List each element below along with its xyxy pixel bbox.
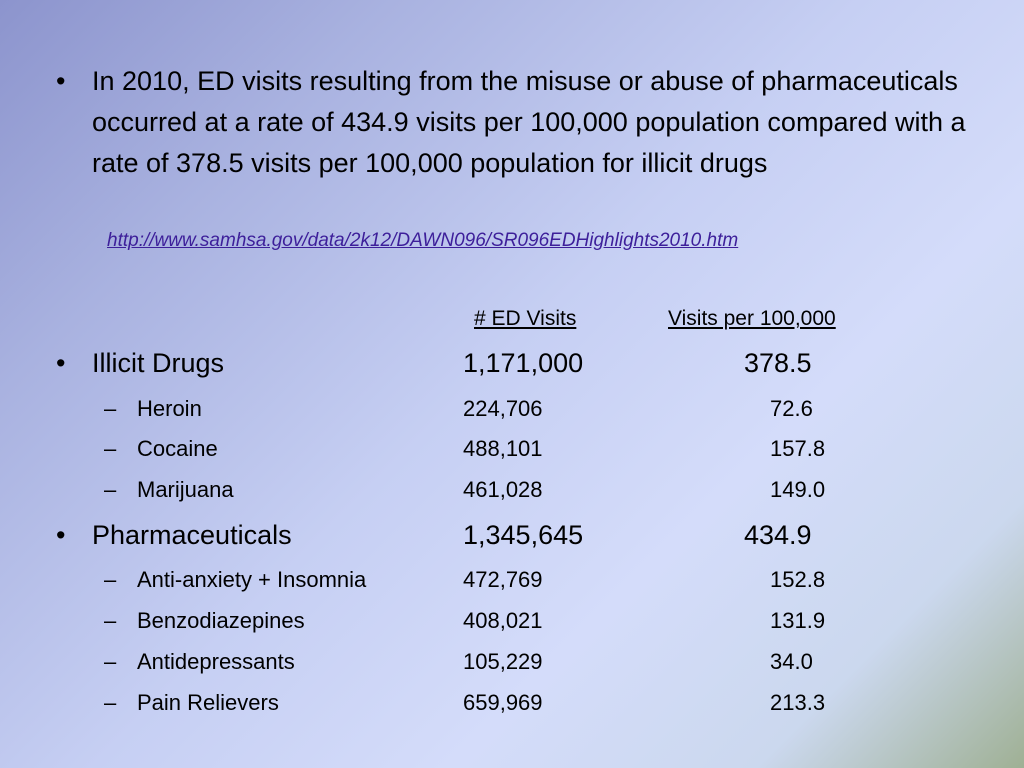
dash-marker: – — [104, 608, 117, 633]
dash-marker: – — [104, 436, 117, 461]
table-row: – Anti-anxiety + Insomnia 472,769 152.8 — [0, 567, 1024, 597]
dash-marker: – — [104, 690, 117, 715]
drug-visits: 472,769 — [463, 567, 543, 592]
column-header-ed-visits: # ED Visits — [474, 307, 577, 330]
group-visits: 1,171,000 — [463, 348, 584, 378]
drug-rate: 72.6 — [770, 396, 813, 421]
intro-paragraph: In 2010, ED visits resulting from the mi… — [92, 66, 966, 178]
table-row: – Antidepressants 105,229 34.0 — [0, 649, 1024, 679]
drug-rate: 157.8 — [770, 436, 826, 461]
group-label: Pharmaceuticals — [92, 520, 292, 550]
table-row: – Benzodiazepines 408,021 131.9 — [0, 608, 1024, 638]
source-link[interactable]: http://www.samhsa.gov/data/2k12/DAWN096/… — [107, 230, 739, 251]
drug-rate: 213.3 — [770, 690, 826, 715]
group-rate: 378.5 — [744, 348, 812, 378]
drug-rate: 149.0 — [770, 477, 826, 502]
dash-marker: – — [104, 649, 117, 674]
drug-label: Antidepressants — [137, 649, 295, 674]
drug-visits: 488,101 — [463, 436, 543, 461]
drug-label: Cocaine — [137, 436, 218, 461]
dash-marker: – — [104, 396, 117, 421]
drug-rate: 131.9 — [770, 608, 826, 633]
dash-marker: – — [104, 477, 117, 502]
group-label: Illicit Drugs — [92, 348, 225, 378]
drug-label: Pain Relievers — [137, 690, 279, 715]
drug-visits: 659,969 — [463, 690, 543, 715]
drug-label: Marijuana — [137, 477, 234, 502]
table-row: – Cocaine 488,101 157.8 — [0, 436, 1024, 466]
drug-visits: 105,229 — [463, 649, 543, 674]
group-row-illicit-drugs: • Illicit Drugs 1,171,000 378.5 — [0, 348, 1024, 384]
drug-label: Heroin — [137, 396, 202, 421]
drug-label: Benzodiazepines — [137, 608, 305, 633]
drug-rate: 152.8 — [770, 567, 826, 592]
dash-marker: – — [104, 567, 117, 592]
drug-visits: 224,706 — [463, 396, 543, 421]
drug-visits: 461,028 — [463, 477, 543, 502]
bullet-marker: • — [56, 520, 66, 550]
drug-visits: 408,021 — [463, 608, 543, 633]
table-row: – Marijuana 461,028 149.0 — [0, 477, 1024, 507]
group-rate: 434.9 — [744, 520, 812, 550]
column-header-visits-per-100000: Visits per 100,000 — [668, 307, 836, 330]
table-row: – Heroin 224,706 72.6 — [0, 396, 1024, 426]
table-row: – Pain Relievers 659,969 213.3 — [0, 690, 1024, 720]
bullet-marker: • — [56, 348, 66, 378]
group-visits: 1,345,645 — [463, 520, 584, 550]
group-row-pharmaceuticals: • Pharmaceuticals 1,345,645 434.9 — [0, 520, 1024, 556]
drug-label: Anti-anxiety + Insomnia — [137, 567, 367, 592]
intro-bullet-marker: • — [56, 66, 66, 96]
drug-rate: 34.0 — [770, 649, 813, 674]
